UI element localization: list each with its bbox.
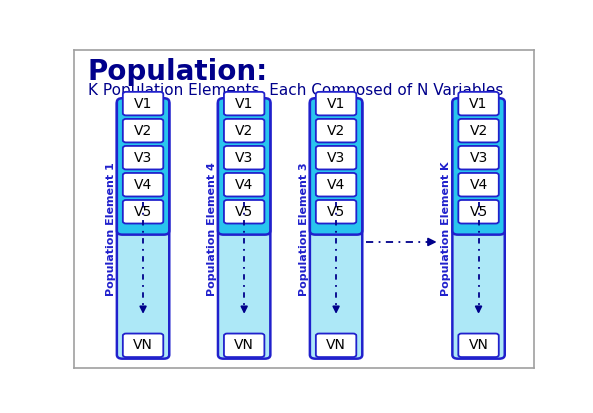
FancyBboxPatch shape	[316, 200, 356, 223]
FancyBboxPatch shape	[310, 98, 362, 235]
FancyBboxPatch shape	[458, 200, 499, 223]
Text: V2: V2	[327, 123, 345, 138]
Text: Population Element 3: Population Element 3	[299, 162, 309, 296]
Text: V1: V1	[134, 97, 152, 111]
Text: V1: V1	[470, 97, 487, 111]
Text: VN: VN	[468, 338, 489, 352]
FancyBboxPatch shape	[458, 146, 499, 169]
Text: V4: V4	[134, 178, 152, 192]
FancyBboxPatch shape	[458, 119, 499, 142]
Text: V3: V3	[134, 151, 152, 165]
Text: Population Element 1: Population Element 1	[106, 162, 116, 296]
FancyBboxPatch shape	[224, 334, 264, 357]
FancyBboxPatch shape	[123, 200, 163, 223]
FancyBboxPatch shape	[123, 119, 163, 142]
FancyBboxPatch shape	[123, 334, 163, 357]
Text: V3: V3	[235, 151, 253, 165]
Text: V1: V1	[235, 97, 253, 111]
FancyBboxPatch shape	[123, 92, 163, 115]
Text: V4: V4	[327, 178, 345, 192]
Text: VN: VN	[326, 338, 346, 352]
FancyBboxPatch shape	[316, 146, 356, 169]
Text: V2: V2	[235, 123, 253, 138]
FancyBboxPatch shape	[316, 334, 356, 357]
Text: VN: VN	[133, 338, 153, 352]
FancyBboxPatch shape	[224, 92, 264, 115]
Text: Population Element 4: Population Element 4	[207, 162, 217, 296]
Text: VN: VN	[234, 338, 254, 352]
Text: V5: V5	[327, 205, 345, 219]
Text: V4: V4	[235, 178, 253, 192]
FancyBboxPatch shape	[458, 92, 499, 115]
FancyBboxPatch shape	[316, 173, 356, 197]
FancyBboxPatch shape	[224, 173, 264, 197]
FancyBboxPatch shape	[316, 92, 356, 115]
FancyBboxPatch shape	[310, 100, 362, 358]
FancyBboxPatch shape	[316, 119, 356, 142]
Text: Population Element K: Population Element K	[441, 162, 451, 297]
FancyBboxPatch shape	[224, 146, 264, 169]
Text: V5: V5	[134, 205, 152, 219]
FancyBboxPatch shape	[123, 173, 163, 197]
FancyBboxPatch shape	[117, 98, 169, 235]
Text: V5: V5	[235, 205, 253, 219]
Text: V5: V5	[470, 205, 487, 219]
FancyBboxPatch shape	[218, 100, 270, 358]
FancyBboxPatch shape	[123, 146, 163, 169]
FancyBboxPatch shape	[218, 98, 270, 235]
Text: V4: V4	[470, 178, 487, 192]
Text: Population:: Population:	[88, 57, 268, 85]
Text: V3: V3	[470, 151, 487, 165]
FancyBboxPatch shape	[452, 100, 505, 358]
FancyBboxPatch shape	[224, 200, 264, 223]
Text: V3: V3	[327, 151, 345, 165]
Text: K Population Elements, Each Composed of N Variables: K Population Elements, Each Composed of …	[88, 83, 503, 98]
FancyBboxPatch shape	[117, 100, 169, 358]
Text: V2: V2	[470, 123, 487, 138]
FancyBboxPatch shape	[452, 98, 505, 235]
Text: V1: V1	[327, 97, 345, 111]
FancyBboxPatch shape	[458, 334, 499, 357]
Text: V2: V2	[134, 123, 152, 138]
FancyBboxPatch shape	[224, 119, 264, 142]
FancyBboxPatch shape	[458, 173, 499, 197]
